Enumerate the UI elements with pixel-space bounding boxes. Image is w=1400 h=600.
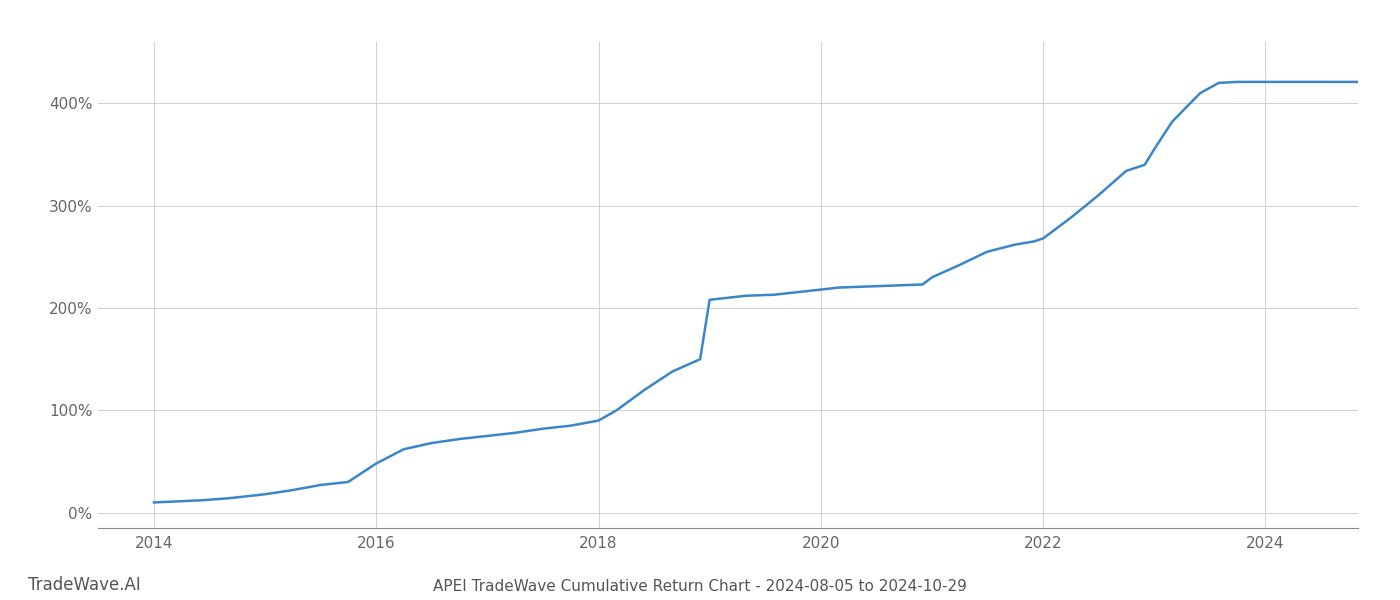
Text: TradeWave.AI: TradeWave.AI	[28, 576, 141, 594]
Text: APEI TradeWave Cumulative Return Chart - 2024-08-05 to 2024-10-29: APEI TradeWave Cumulative Return Chart -…	[433, 579, 967, 594]
